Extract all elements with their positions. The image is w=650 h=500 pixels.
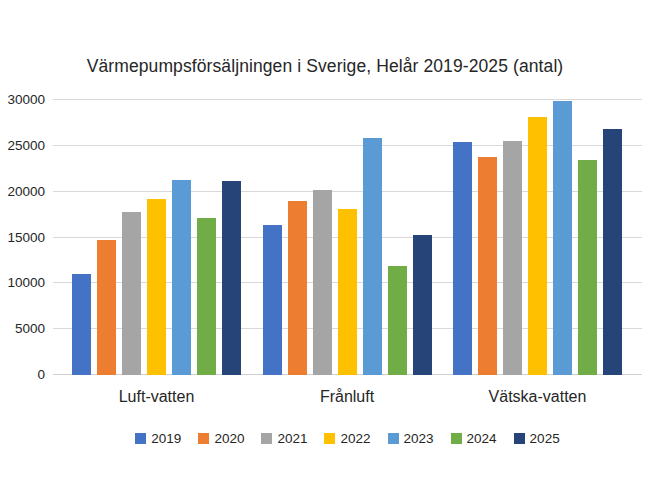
legend-label: 2021 — [277, 431, 307, 446]
legend: 2019 2020 2021 2022 2023 2024 2025 — [53, 431, 642, 446]
bar-2023 — [363, 138, 382, 375]
y-tick-label: 5000 — [0, 321, 45, 337]
x-tick-label: Luft-vatten — [72, 388, 241, 406]
plot-area — [53, 100, 642, 375]
legend-swatch-icon — [388, 433, 399, 444]
bar-2019 — [263, 225, 282, 375]
y-axis: 050001000015000200002500030000 — [0, 100, 45, 375]
y-tick-label: 20000 — [0, 184, 45, 200]
bar-2020 — [288, 201, 307, 375]
y-tick-label: 15000 — [0, 230, 45, 246]
legend-item-2022: 2022 — [324, 431, 370, 446]
legend-label: 2025 — [530, 431, 560, 446]
legend-item-2021: 2021 — [261, 431, 307, 446]
bar-2020 — [97, 240, 116, 375]
legend-swatch-icon — [261, 433, 272, 444]
chart-title: Värmepumpsförsäljningen i Sverige, Helår… — [0, 56, 650, 77]
legend-item-2025: 2025 — [514, 431, 560, 446]
y-tick-label: 10000 — [0, 275, 45, 291]
bar-2023 — [553, 101, 572, 375]
x-tick-label: Vätska-vatten — [453, 388, 622, 406]
legend-swatch-icon — [514, 433, 525, 444]
bar-group-luft-vatten — [72, 100, 241, 375]
bar-2022 — [528, 117, 547, 375]
bar-2022 — [338, 209, 357, 375]
legend-label: 2022 — [340, 431, 370, 446]
bar-2025 — [222, 181, 241, 375]
legend-item-2019: 2019 — [135, 431, 181, 446]
bar-2024 — [197, 218, 216, 375]
legend-item-2020: 2020 — [198, 431, 244, 446]
bar-2025 — [413, 235, 432, 375]
y-tick-label: 30000 — [0, 92, 45, 108]
bar-2021 — [503, 141, 522, 375]
bar-2021 — [122, 212, 141, 375]
x-axis: Luft-vatten Frånluft Vätska-vatten — [53, 388, 642, 406]
bar-group-v-tska-vatten — [453, 100, 622, 375]
legend-label: 2023 — [404, 431, 434, 446]
legend-label: 2024 — [467, 431, 497, 446]
legend-swatch-icon — [198, 433, 209, 444]
y-tick-label: 25000 — [0, 138, 45, 154]
bar-2025 — [603, 129, 622, 375]
bar-2019 — [72, 274, 91, 375]
bar-2020 — [478, 157, 497, 375]
bar-2024 — [578, 160, 597, 375]
legend-item-2024: 2024 — [451, 431, 497, 446]
legend-swatch-icon — [451, 433, 462, 444]
y-tick-label: 0 — [0, 367, 45, 383]
bar-2021 — [313, 190, 332, 375]
bar-group-fr-nluft — [263, 100, 432, 375]
bar-2023 — [172, 180, 191, 375]
legend-swatch-icon — [324, 433, 335, 444]
legend-label: 2020 — [214, 431, 244, 446]
x-tick-label: Frånluft — [263, 388, 432, 406]
bar-chart: Värmepumpsförsäljningen i Sverige, Helår… — [0, 0, 650, 500]
legend-swatch-icon — [135, 433, 146, 444]
legend-label: 2019 — [151, 431, 181, 446]
bar-2019 — [453, 142, 472, 375]
bar-2024 — [388, 266, 407, 375]
bar-2022 — [147, 199, 166, 375]
legend-item-2023: 2023 — [388, 431, 434, 446]
